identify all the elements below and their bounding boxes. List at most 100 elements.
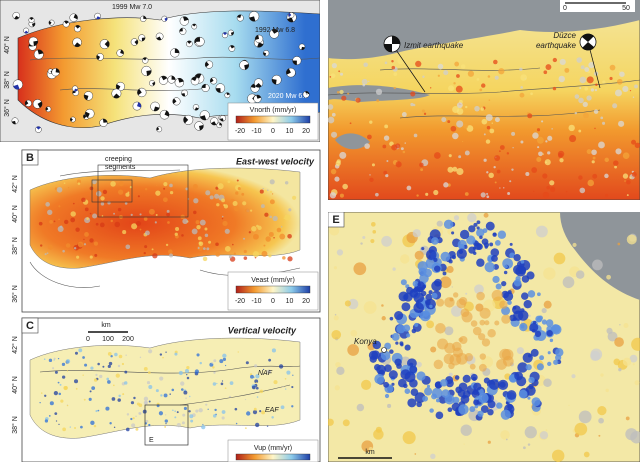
beachball-quadrant [181,93,186,97]
speckle-dot [629,354,638,363]
beachball-quadrant [142,57,147,61]
subsidence-dot [384,364,392,373]
speckle-dot [259,389,264,394]
speckle-dot [595,83,598,87]
focal-mechanism [96,53,104,61]
focal-mechanism [216,122,223,129]
subsidence-dot [528,383,534,390]
speckle-dot [194,369,199,374]
speckle-dot [212,366,215,369]
velocity-field [29,337,301,439]
beachball-quadrant [120,49,124,55]
subsidence-dot [429,408,434,413]
speckle-dot [180,388,184,391]
speckle-dot [73,379,79,384]
speckle-dot [491,289,503,302]
leader [391,43,426,93]
subsidence-dot [547,361,552,367]
subsidence-dot [394,358,402,366]
subsidence-dot [435,398,440,403]
focal-mechanism [142,57,149,64]
speckle-dot [400,254,410,264]
speckle-dot [416,361,422,368]
speckle-dot [494,75,499,80]
speckle-dot [273,236,275,239]
speckle-dot [467,70,475,77]
speckle-dot [94,253,98,257]
speckle-dot [216,203,220,207]
speckle-dot [129,185,133,189]
focal-mechanism [72,85,79,92]
scale-tick: 50 [622,5,630,12]
speckle-dot [520,86,523,89]
speckle-dot [532,132,539,139]
focal-mechanism [186,40,193,48]
subsidence-dot [484,245,488,249]
speckle-dot [130,401,135,405]
beachball-quadrant [256,94,262,99]
speckle-dot [76,255,80,259]
subsidence-dot [520,324,525,329]
speckle-dot [353,262,367,276]
speckle-dot [393,86,396,90]
speckle-dot [243,256,248,260]
speckle-dot [392,267,396,271]
speckle-dot [364,143,370,149]
speckle-dot [102,189,108,195]
speckle-dot [167,221,170,224]
colorbar-tick-label: -10 [251,298,261,305]
speckle-dot [498,68,505,75]
beachball-quadrant [211,121,217,126]
speckle-dot [588,61,595,69]
focal-mechanism [254,34,264,43]
speckle-dot [625,416,630,421]
inset-box [144,404,189,446]
subsidence-dot [529,323,539,332]
speckle-dot [118,181,124,187]
speckle-dot [446,265,454,274]
lake [335,133,370,150]
beachball-quadrant [226,92,230,96]
subsidence-dot [507,300,512,305]
focal-mechanism [174,77,184,88]
speckle-dot [401,112,407,117]
subsidence-dot [513,264,523,275]
beachball-quadrant [143,15,147,19]
speckle-dot [330,168,337,175]
speckle-dot [44,253,47,256]
speckle-dot [622,152,630,159]
speckle-dot [520,140,524,144]
speckle-dot [486,195,490,199]
colorbar-tick-label: -20 [235,298,245,305]
speckle-dot [83,243,87,246]
speckle-dot [202,256,208,262]
beachball-quadrant [85,111,90,118]
speckle-dot [95,222,99,226]
speckle-dot [164,425,167,428]
subsidence-dot [476,226,480,230]
speckle-dot [634,380,640,386]
speckle-dot [452,132,459,140]
speckle-dot [93,424,97,428]
speckle-dot [542,191,550,199]
speckle-dot [506,152,510,155]
speckle-dot [451,286,453,288]
speckle-dot [383,135,390,141]
speckle-dot [187,198,190,200]
speckle-dot [279,233,286,240]
speckle-dot [195,220,200,225]
speckle-dot [443,182,449,188]
subsidence-dot [412,280,419,287]
speckle-dot [462,140,464,143]
subsidence-dot [515,275,521,282]
speckle-dot [221,410,226,414]
speckle-dot [84,232,89,237]
subsidence-dot [418,267,427,276]
speckle-dot [338,70,341,73]
speckle-dot [454,61,460,67]
speckle-dot [367,134,372,140]
subsidence-dot [424,387,433,396]
subsidence-dot [456,248,467,259]
speckle-dot [373,429,384,440]
focal-mechanism [263,50,270,57]
